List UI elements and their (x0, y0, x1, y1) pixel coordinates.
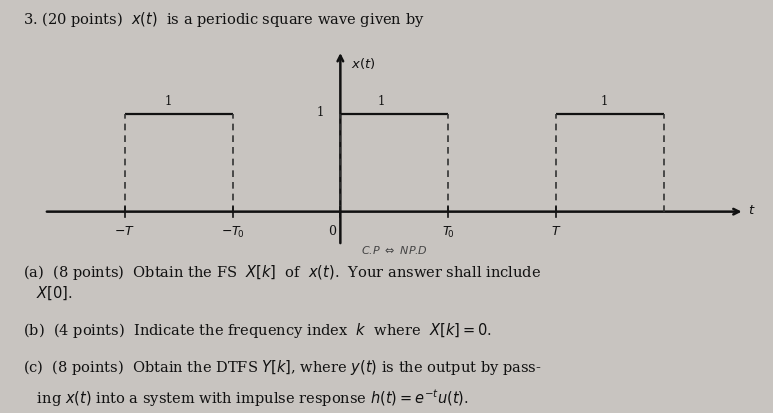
Text: $T\!_0$: $T\!_0$ (441, 225, 455, 240)
Text: (c)  (8 points)  Obtain the DTFS $Y[k]$, where $y(t)$ is the output by pass-: (c) (8 points) Obtain the DTFS $Y[k]$, w… (23, 357, 542, 376)
Text: 1: 1 (378, 95, 385, 108)
Text: 3. (20 points)  $x(t)$  is a periodic square wave given by: 3. (20 points) $x(t)$ is a periodic squa… (23, 10, 425, 29)
Text: $x(t)$: $x(t)$ (351, 56, 376, 71)
Text: 0: 0 (328, 225, 335, 238)
Text: $t$: $t$ (747, 204, 755, 217)
Text: C.P $\Leftrightarrow$ NP.D: C.P $\Leftrightarrow$ NP.D (361, 243, 427, 255)
Text: 1: 1 (601, 95, 608, 108)
Text: 1: 1 (165, 95, 172, 108)
Text: 1: 1 (317, 106, 324, 119)
Text: (a)  (8 points)  Obtain the FS  $X[k]$  of  $x(t)$.  Your answer shall include
 : (a) (8 points) Obtain the FS $X[k]$ of $… (23, 262, 541, 301)
Text: $T$: $T$ (550, 225, 561, 238)
Text: (b)  (4 points)  Indicate the frequency index  $k$  where  $X[k] = 0$.: (b) (4 points) Indicate the frequency in… (23, 320, 492, 339)
Text: $-T$: $-T$ (114, 225, 135, 238)
Text: ing $x(t)$ into a system with impulse response $h(t) = e^{-t}u(t)$.: ing $x(t)$ into a system with impulse re… (23, 386, 469, 408)
Text: $-T\!_0$: $-T\!_0$ (221, 225, 244, 240)
